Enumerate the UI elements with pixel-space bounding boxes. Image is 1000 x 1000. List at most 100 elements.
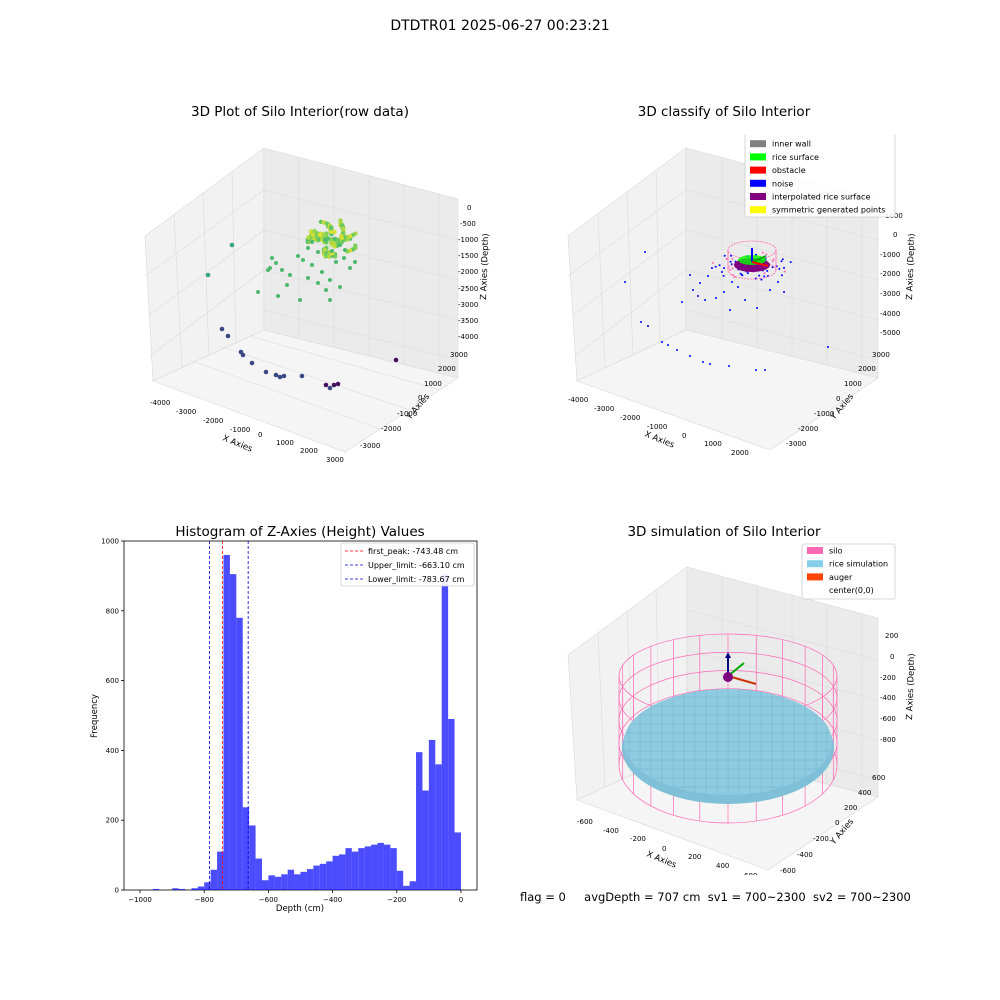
raw-x-tick: -1000: [230, 426, 250, 434]
legend-swatch: [750, 193, 766, 200]
classify-x-tick: 2000: [731, 449, 749, 457]
sim-y-tick: 400: [858, 789, 871, 797]
histogram-bar: [255, 858, 262, 890]
noise-point: [731, 281, 733, 283]
raw-point: [324, 288, 328, 292]
raw-point: [393, 357, 399, 363]
legend-label: interpolated rice surface: [772, 193, 870, 202]
x-tick-label: −200: [387, 896, 406, 904]
legend-label: symmetric generated points: [772, 206, 885, 215]
sim-x-tick: -600: [577, 818, 593, 826]
raw-point: [277, 374, 283, 380]
figure-title: DTDTR01 2025-06-27 00:23:21: [390, 18, 610, 34]
sim-x-tick: 0: [662, 845, 666, 853]
histogram-y-ticks: 0 200 400 600 800 1000: [101, 538, 124, 895]
noise-point: [661, 341, 663, 343]
classified-point: [723, 254, 726, 257]
noise-point: [777, 281, 779, 283]
histogram-bar: [229, 574, 237, 890]
noise-point: [697, 295, 699, 297]
histogram-y-label: Frequency: [90, 694, 100, 738]
histogram-bars: [152, 554, 461, 890]
histogram-bar: [261, 880, 269, 890]
noise-point: [721, 271, 723, 273]
sim-y-tick: 0: [835, 819, 839, 827]
histogram-bar: [377, 842, 384, 890]
raw-point: [353, 260, 357, 264]
noise-point: [681, 301, 683, 303]
y-tick-label: 400: [106, 747, 119, 755]
classified-point: [729, 260, 732, 263]
histogram-bar: [313, 865, 320, 890]
histogram-bar: [364, 846, 372, 890]
raw-3d-points: [205, 218, 399, 391]
sim-z-tick: -200: [880, 674, 896, 682]
sim-z-tick: -400: [880, 694, 896, 702]
noise-point: [702, 361, 704, 363]
legend-label: obstacle: [772, 166, 806, 175]
classified-point: [718, 264, 721, 267]
histogram-bar: [448, 718, 455, 890]
noise-point: [783, 291, 785, 293]
noise-point: [756, 307, 758, 309]
noise-point: [699, 282, 701, 284]
classified-point: [731, 257, 734, 260]
classified-point: [733, 276, 736, 279]
raw-x-ticks: -4000 -3000 -2000 -1000 0 1000 2000 3000: [150, 399, 344, 464]
raw-plot-title: 3D Plot of Silo Interior(row data): [191, 104, 409, 120]
histogram-bar: [281, 874, 288, 890]
classify-z-ticks: 1000 0 -1000 -2000 -3000 -4000 -5000: [880, 212, 903, 337]
histogram-bar: [210, 869, 218, 890]
noise-point: [689, 355, 691, 357]
sim-x-tick: 600: [744, 872, 757, 875]
classified-point: [789, 261, 792, 264]
sim-y-tick: -600: [780, 867, 796, 875]
raw-point: [338, 218, 343, 223]
classify-silo-glyph: [727, 240, 777, 280]
classify-x-label: X Axies: [643, 430, 676, 451]
sim-3d-gridlines: [597, 576, 879, 792]
sim-legend: silo rice simulation auger center(0,0): [801, 543, 896, 600]
noise-point: [692, 289, 694, 291]
y-tick-label: 600: [106, 677, 119, 685]
raw-point: [338, 243, 342, 247]
noise-point: [744, 299, 746, 301]
classify-x-tick: -1000: [647, 423, 667, 431]
histogram-bar: [409, 881, 417, 890]
classified-point: [725, 258, 728, 260]
raw-point: [320, 270, 324, 274]
histogram-bar: [339, 854, 346, 890]
raw-point: [330, 249, 334, 253]
noise-point: [647, 325, 649, 327]
raw-x-tick: 3000: [326, 456, 344, 464]
sim-x-ticks: -600 -400 -200 0 200 400 600: [577, 818, 757, 875]
raw-z-label: Z Axies (Depth): [479, 233, 490, 300]
raw-y-tick: -1000: [397, 410, 417, 418]
classified-point: [746, 272, 749, 275]
sim-3d-plot: -600 -400 -200 0 200 400 600 X Axies -60…: [567, 543, 917, 875]
x-tick-label: −400: [323, 896, 342, 904]
raw-x-tick: 0: [258, 431, 262, 439]
histogram-bar: [403, 885, 410, 890]
raw-x-tick: -2000: [203, 417, 223, 425]
legend-swatch: [750, 140, 766, 148]
histogram-bar: [319, 863, 327, 890]
x-tick-label: −1000: [128, 896, 152, 904]
histogram-bar: [152, 888, 160, 890]
sim-y-tick: -200: [813, 835, 829, 843]
noise-point: [769, 289, 771, 291]
legend-label: Upper_limit: -663.10 cm: [368, 561, 465, 570]
y-tick-label: 0: [115, 887, 119, 895]
raw-point: [205, 272, 211, 278]
sim-z-tick: 0: [890, 653, 894, 661]
noise-point: [709, 363, 711, 365]
classified-point: [772, 258, 775, 261]
classified-point: [763, 272, 766, 275]
noise-point: [737, 286, 739, 288]
sim-z-tick: 200: [885, 632, 898, 640]
raw-point: [270, 256, 274, 260]
legend-label: Lower_limit: -783.67 cm: [368, 575, 465, 584]
raw-point: [322, 247, 327, 253]
histogram-bar: [268, 875, 275, 890]
classify-x-ticks: -4000 -3000 -2000 -1000 0 1000 2000: [568, 396, 749, 457]
